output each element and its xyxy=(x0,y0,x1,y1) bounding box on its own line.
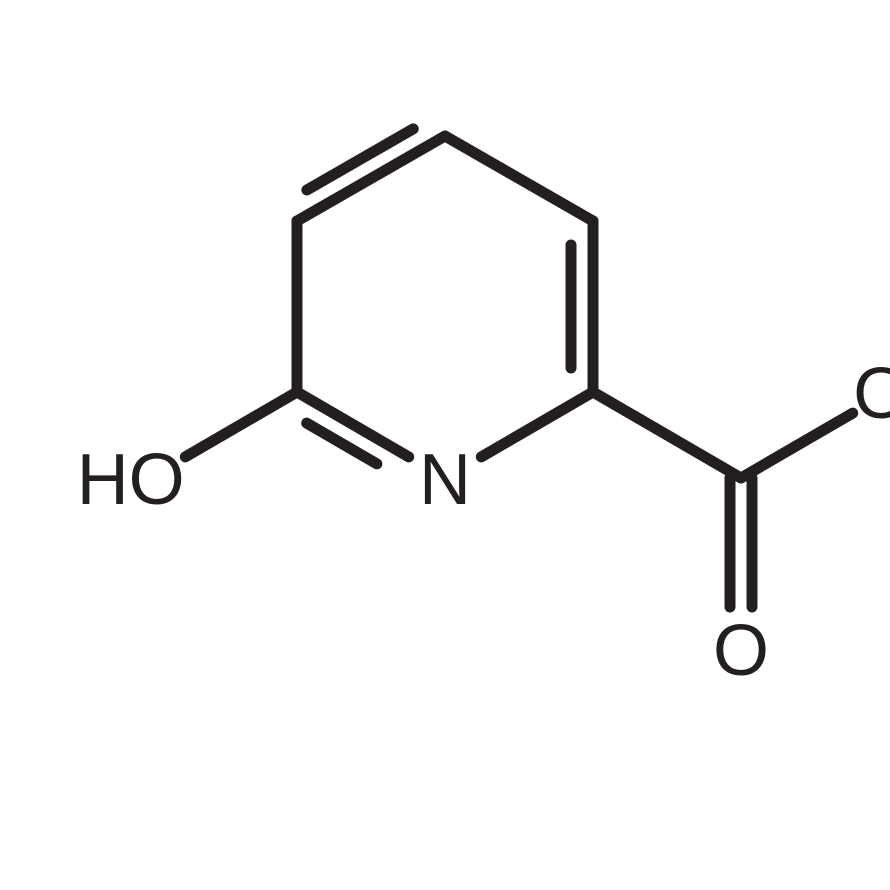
atom-label-N4: N xyxy=(419,440,471,520)
atom-label-O9: OH xyxy=(853,354,890,434)
molecule-diagram: N O OH HO xyxy=(0,0,890,890)
atom-label-O8: O xyxy=(713,611,769,691)
atom-label-O10: HO xyxy=(77,440,185,520)
